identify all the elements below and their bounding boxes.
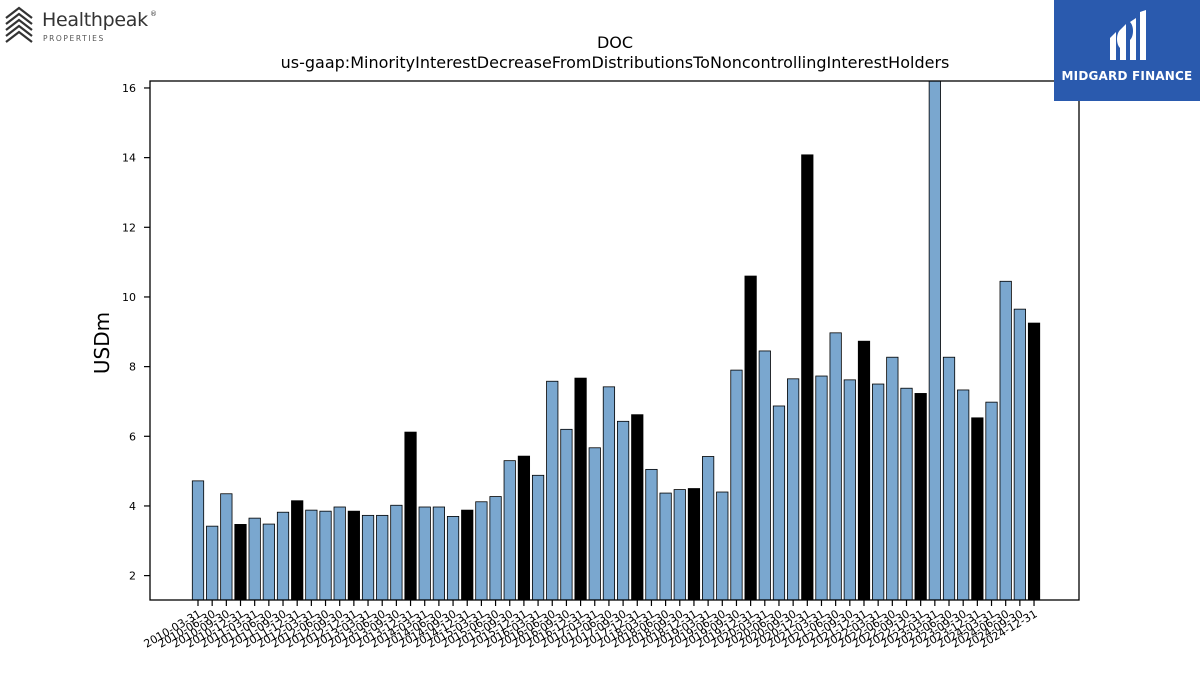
bar-2022-03-31: [872, 383, 885, 601]
y-tick-label: 2: [129, 570, 136, 583]
bar-2010-09-30: [220, 493, 233, 601]
bar-2024-06-30: [999, 280, 1012, 601]
bar-2023-12-31: [971, 417, 984, 601]
bar-2016-03-31: [531, 474, 545, 601]
bars-group: [191, 80, 1041, 601]
bar-2019-09-30: [730, 369, 743, 601]
bar-2021-09-30: [843, 379, 856, 601]
bar-2023-03-31: [928, 80, 941, 601]
bar-2018-09-30: [673, 489, 686, 601]
plot-frame: [149, 80, 1080, 601]
bar-2014-03-31: [418, 506, 431, 601]
bar-2020-06-30: [772, 405, 786, 601]
bar-2011-06-30: [262, 523, 275, 601]
bar-2015-03-31: [475, 501, 488, 601]
bar-2010-03-31: [191, 480, 205, 601]
bar-2014-12-31: [461, 509, 474, 601]
bar-2012-09-30: [333, 506, 346, 601]
bar-2019-12-31: [744, 275, 757, 601]
bar-2018-06-30: [659, 492, 672, 601]
bar-2023-06-30: [942, 356, 956, 601]
bar-2020-12-31: [801, 154, 814, 601]
y-axis-label: USDm: [90, 312, 114, 374]
bar-2015-06-30: [489, 496, 502, 601]
bar-2016-09-30: [560, 428, 573, 601]
y-tick-label: 12: [122, 221, 136, 234]
bar-2011-12-31: [291, 500, 304, 601]
y-tick-label: 6: [129, 430, 136, 443]
bar-2013-09-30: [390, 504, 403, 601]
bar-2017-06-30: [602, 386, 616, 601]
bar-2013-03-31: [361, 514, 375, 601]
healthpeak-mark-icon: [5, 6, 33, 43]
bar-2016-06-30: [546, 380, 559, 601]
healthpeak-registered-mark: ®: [150, 10, 157, 18]
bar-2011-03-31: [248, 517, 261, 601]
y-tick-label: 16: [122, 82, 136, 95]
y-tick-label: 8: [129, 361, 136, 374]
bar-2013-06-30: [376, 514, 389, 601]
bar-2013-12-31: [404, 431, 417, 601]
bar-2015-12-31: [517, 455, 531, 601]
healthpeak-name: Healthpeak: [42, 9, 148, 31]
bar-2018-12-31: [687, 488, 701, 601]
y-tick-label: 14: [122, 152, 136, 165]
bar-2024-09-30: [1013, 308, 1026, 601]
bar-2010-06-30: [206, 525, 219, 601]
bar-2020-09-30: [787, 378, 800, 601]
midgard-finance-logo: MIDGARD FINANCE: [1054, 0, 1200, 101]
healthpeak-logo: Healthpeak ® PROPERTIES: [4, 4, 174, 48]
bar-2016-12-31: [574, 377, 587, 601]
x-axis-ticks: 2010-03-312010-06-302010-09-302010-12-31…: [142, 600, 1040, 651]
bar-2018-03-31: [645, 468, 658, 601]
midgard-finance-name: MIDGARD FINANCE: [1061, 69, 1193, 83]
bar-2019-03-31: [702, 456, 715, 601]
healthpeak-subtitle: PROPERTIES: [43, 34, 105, 43]
bar-2012-03-31: [305, 509, 318, 601]
bar-2015-09-30: [503, 460, 516, 601]
chart-title: DOC: [597, 33, 633, 52]
bar-2017-12-31: [631, 414, 644, 601]
bar-2020-03-31: [758, 350, 771, 601]
y-tick-label: 4: [129, 500, 136, 513]
bar-2014-09-30: [446, 516, 460, 601]
bar-2023-09-30: [957, 389, 970, 601]
bar-2017-03-31: [588, 447, 601, 601]
bar-2021-06-30: [829, 332, 842, 601]
y-axis-ticks: 2 4 6 8 10 12 14 16: [122, 82, 150, 583]
bar-2014-06-30: [432, 506, 445, 601]
bar-2017-09-30: [617, 420, 630, 601]
bar-2012-06-30: [319, 510, 332, 601]
bar-2010-12-31: [234, 524, 247, 601]
bar-2011-09-30: [276, 511, 290, 601]
bar-2012-12-31: [347, 510, 360, 601]
bar-2022-06-30: [886, 356, 899, 601]
bar-2019-06-30: [716, 491, 729, 601]
bar-2022-12-31: [914, 393, 927, 601]
bar-2021-03-31: [815, 375, 828, 601]
midgard-mark-icon: [1110, 10, 1146, 60]
bar-2024-03-31: [985, 401, 998, 601]
bar-2024-12-31: [1027, 322, 1041, 601]
bar-2021-12-31: [857, 340, 871, 601]
bar-2022-09-30: [900, 387, 913, 601]
y-tick-label: 10: [122, 291, 136, 304]
chart-subtitle: us-gaap:MinorityInterestDecreaseFromDist…: [281, 53, 950, 72]
